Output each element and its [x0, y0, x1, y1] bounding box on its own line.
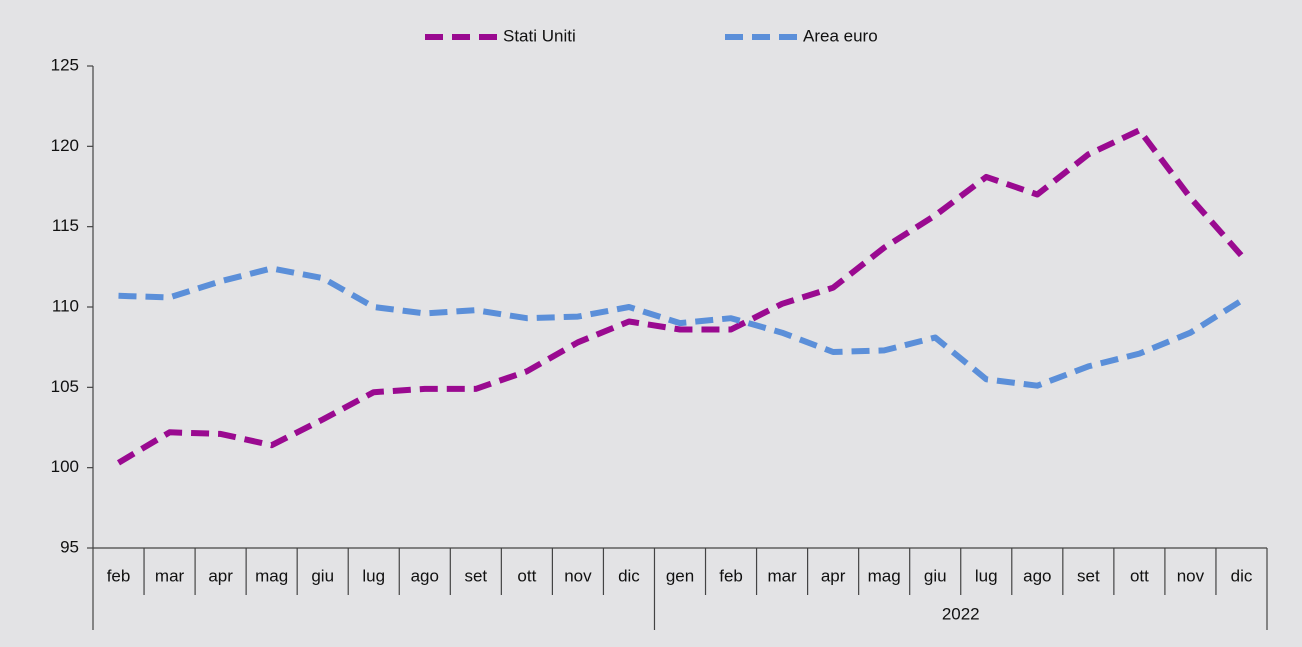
x-tick-label: mar [767, 566, 797, 585]
x-tick-label: ott [517, 566, 536, 585]
y-tick-label: 105 [51, 377, 79, 396]
x-tick-label: giu [924, 566, 947, 585]
x-tick-label: lug [362, 566, 385, 585]
y-tick-label: 100 [51, 457, 79, 476]
series-line [118, 265, 1244, 389]
x-tick-label: nov [1177, 566, 1205, 585]
y-tick-label: 120 [51, 136, 79, 155]
x-tick-label: nov [564, 566, 592, 585]
legend-label: Area euro [803, 26, 878, 45]
x-tick-label: mag [255, 566, 288, 585]
x-tick-label: ott [1130, 566, 1149, 585]
x-tick-label: lug [975, 566, 998, 585]
y-tick-label: 95 [60, 537, 79, 556]
x-tick-label: ago [1023, 566, 1051, 585]
x-tick-label: mag [868, 566, 901, 585]
x-tick-label: gen [666, 566, 694, 585]
x-tick-label: dic [618, 566, 640, 585]
group-label: 2022 [942, 604, 980, 623]
x-tick-label: set [464, 566, 487, 585]
legend-label: Stati Uniti [503, 26, 576, 45]
y-tick-label: 110 [52, 296, 79, 315]
x-tick-label: set [1077, 566, 1100, 585]
x-tick-label: apr [208, 566, 233, 585]
y-tick-label: 115 [52, 216, 79, 235]
x-tick-label: ago [411, 566, 439, 585]
series-line [116, 127, 1244, 466]
x-tick-label: mar [155, 566, 185, 585]
x-tick-label: apr [821, 566, 846, 585]
x-tick-label: feb [107, 566, 131, 585]
x-tick-label: dic [1231, 566, 1253, 585]
x-tick-label: giu [311, 566, 334, 585]
x-tick-label: feb [719, 566, 743, 585]
y-tick-label: 125 [51, 55, 79, 74]
